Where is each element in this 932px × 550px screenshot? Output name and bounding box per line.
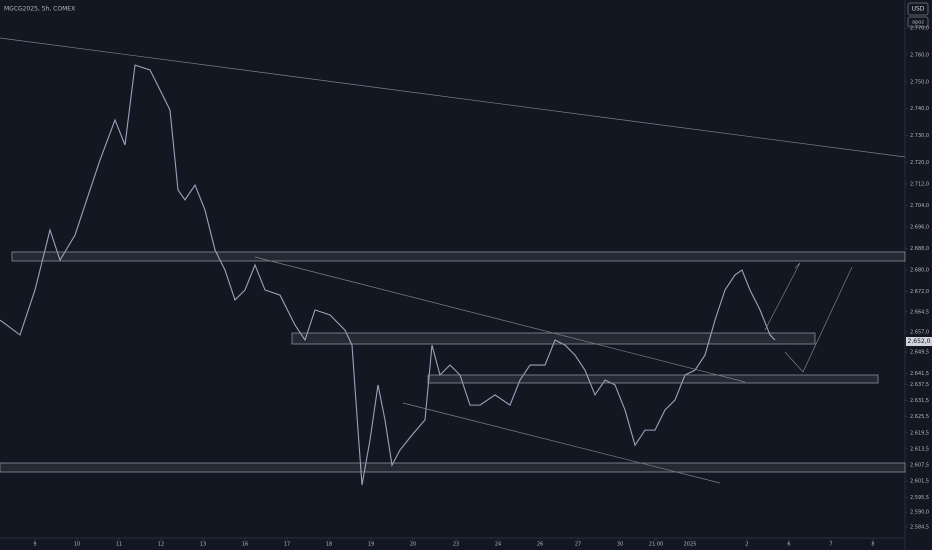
x-tick-label: 27 — [575, 542, 581, 548]
trend-line — [0, 37, 906, 158]
y-tick-label: 2.601,5 — [910, 479, 929, 485]
y-tick-label: 2.607,5 — [910, 463, 929, 469]
symbol-title: MGCG2025, 5h, COMEX — [4, 6, 75, 13]
trend-line — [402, 402, 721, 484]
drawings — [0, 37, 906, 484]
y-tick-label: 2.664,5 — [910, 309, 929, 315]
current-price-box — [906, 337, 932, 346]
y-tick-label: 2.704,0 — [910, 203, 929, 209]
y-tick-label: 2.641,5 — [910, 371, 929, 377]
x-tick-label: 8 — [871, 542, 874, 548]
y-tick-label: 2.657,0 — [910, 329, 929, 335]
y-tick-label: 2.696,0 — [910, 225, 929, 231]
x-tick-label: 13 — [200, 542, 206, 548]
x-tick-label: 24 — [495, 542, 501, 548]
price-line — [0, 64, 776, 486]
x-tick-label: 21:00 — [649, 542, 663, 548]
x-tick-label: 12 — [158, 542, 164, 548]
y-tick-label: 2.770,0 — [910, 25, 929, 31]
projection-arrow — [764, 262, 801, 331]
zone — [291, 332, 816, 345]
y-tick-label: 2.688,0 — [910, 246, 929, 252]
y-tick-label: 2.619,5 — [910, 430, 929, 436]
scale-label: apoz — [912, 20, 924, 26]
x-tick-label: 6 — [787, 542, 790, 548]
scale-button[interactable] — [907, 16, 929, 28]
zone — [0, 462, 906, 473]
y-tick-label: 2.637,5 — [910, 382, 929, 388]
projection-arrow — [784, 266, 853, 373]
x-tick-label: 17 — [284, 542, 290, 548]
y-tick-label: 2.720,0 — [910, 160, 929, 166]
x-tick-label: 7 — [829, 542, 832, 548]
y-tick-label: 2.595,5 — [910, 495, 929, 501]
currency-button[interactable] — [907, 2, 929, 16]
x-tick-label: 20 — [410, 542, 416, 548]
y-tick-label: 2.613,5 — [910, 446, 929, 452]
current-price-label: 2.652,0 — [908, 338, 931, 345]
currency-label: USD — [912, 6, 925, 13]
y-tick-label: 2.712,0 — [910, 181, 929, 187]
y-tick-label: 2.740,0 — [910, 106, 929, 112]
y-tick-label: 2.760,0 — [910, 52, 929, 58]
x-tick-label: 23 — [453, 542, 459, 548]
y-tick-label: 2.590,0 — [910, 510, 929, 516]
x-tick-label: 18 — [326, 542, 332, 548]
y-tick-label: 2.584,5 — [910, 524, 929, 530]
y-tick-label: 2.625,5 — [910, 414, 929, 420]
y-tick-label: 2.730,0 — [910, 133, 929, 139]
y-tick-label: 2.680,0 — [910, 268, 929, 274]
x-tick-label: 2 — [745, 542, 748, 548]
zone — [427, 374, 879, 384]
x-tick-label: 10 — [74, 542, 80, 548]
y-tick-label: 2.672,0 — [910, 289, 929, 295]
zone — [11, 251, 906, 262]
x-tick-label: 9 — [33, 542, 36, 548]
y-tick-label: 2.750,0 — [910, 79, 929, 85]
x-tick-label: 16 — [242, 542, 248, 548]
x-tick-label: 11 — [116, 542, 122, 548]
x-tick-label: 30 — [617, 542, 623, 548]
x-tick-label: 26 — [537, 542, 543, 548]
x-tick-label: 19 — [368, 542, 374, 548]
trend-line — [254, 256, 746, 383]
y-tick-label: 2.631,5 — [910, 398, 929, 404]
x-tick-label: 2025 — [684, 542, 697, 548]
y-tick-label: 2.649,5 — [910, 350, 929, 356]
